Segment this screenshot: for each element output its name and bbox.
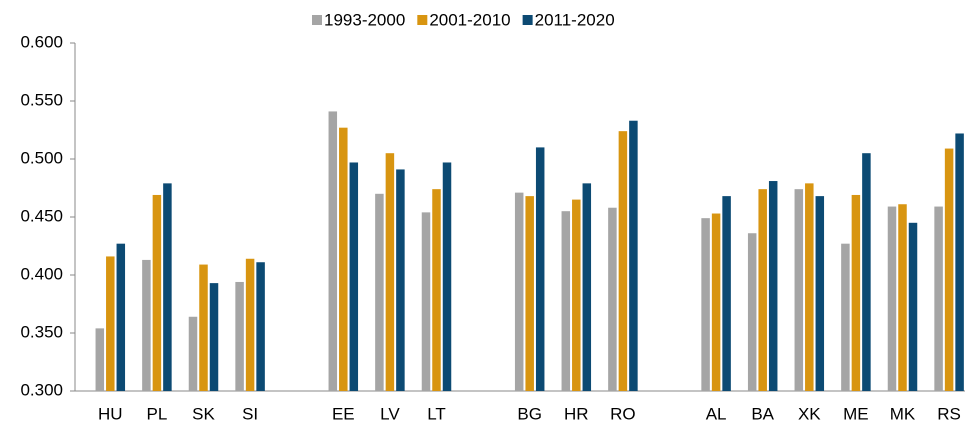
- legend-swatch: [312, 15, 322, 25]
- bar: [701, 218, 710, 391]
- bar: [794, 189, 804, 391]
- bar: [608, 207, 617, 391]
- legend-label: 2011-2020: [535, 10, 615, 29]
- bar: [525, 196, 534, 391]
- legend-swatch: [417, 15, 428, 25]
- bar: [328, 111, 338, 391]
- bar: [768, 181, 778, 391]
- bar: [385, 153, 395, 391]
- x-tick-label: SK: [192, 404, 215, 423]
- x-tick-label: HR: [564, 404, 589, 423]
- bar: [887, 206, 897, 391]
- bar: [514, 192, 524, 391]
- bar: [955, 133, 964, 392]
- x-tick-label: AL: [706, 404, 727, 423]
- bar: [629, 120, 638, 391]
- bar: [841, 243, 850, 391]
- bar: [209, 283, 219, 391]
- bar: [163, 183, 172, 391]
- bar: [339, 127, 348, 392]
- bar: [572, 199, 581, 391]
- legend-swatch: [522, 15, 533, 25]
- bar: [235, 281, 244, 391]
- y-tick-label: 0.550: [20, 90, 63, 109]
- bar: [432, 189, 441, 391]
- bar: [944, 148, 954, 391]
- x-tick-label: ME: [843, 404, 869, 423]
- bar: [815, 196, 825, 391]
- x-tick-label: SI: [242, 404, 258, 423]
- bar: [95, 328, 105, 391]
- bar: [256, 262, 265, 391]
- bar: [152, 194, 162, 391]
- bar: [188, 316, 198, 391]
- y-tick-label: 0.300: [20, 380, 63, 399]
- bar: [199, 264, 208, 391]
- bar: [421, 212, 431, 391]
- bar: [934, 206, 943, 391]
- bar: [582, 183, 592, 391]
- x-tick-label: LV: [380, 404, 400, 423]
- x-tick-label: BG: [517, 404, 542, 423]
- bar: [722, 196, 731, 391]
- bar: [805, 183, 814, 391]
- bar: [535, 147, 545, 391]
- legend-label: 2001-2010: [429, 10, 510, 29]
- bar: [898, 204, 907, 391]
- bar: [862, 153, 871, 391]
- bar: [618, 131, 628, 391]
- bar: [396, 169, 405, 391]
- bar: [561, 211, 571, 391]
- bar: [758, 189, 767, 391]
- bar: [349, 162, 359, 391]
- bar: [245, 258, 255, 391]
- x-tick-label: XK: [798, 404, 821, 423]
- x-tick-label: EE: [332, 404, 355, 423]
- y-tick-label: 0.600: [20, 32, 63, 51]
- bar: [851, 194, 861, 391]
- bar: [116, 243, 126, 391]
- x-tick-label: PL: [147, 404, 168, 423]
- y-tick-label: 0.500: [20, 148, 63, 167]
- bar: [442, 162, 452, 391]
- legend-label: 1993-2000: [324, 10, 405, 29]
- y-tick-label: 0.350: [20, 322, 63, 341]
- x-tick-label: RO: [610, 404, 636, 423]
- bar: [908, 222, 918, 391]
- x-tick-label: HU: [98, 404, 123, 423]
- y-tick-label: 0.450: [20, 206, 63, 225]
- bar: [711, 213, 721, 391]
- bar: [106, 256, 115, 391]
- y-tick-label: 0.400: [20, 264, 63, 283]
- bar: [142, 259, 151, 391]
- bar: [747, 233, 757, 391]
- x-tick-label: RS: [937, 404, 961, 423]
- x-tick-label: BA: [751, 404, 774, 423]
- x-tick-label: MK: [890, 404, 916, 423]
- bar: [375, 193, 384, 391]
- x-tick-label: LT: [427, 404, 446, 423]
